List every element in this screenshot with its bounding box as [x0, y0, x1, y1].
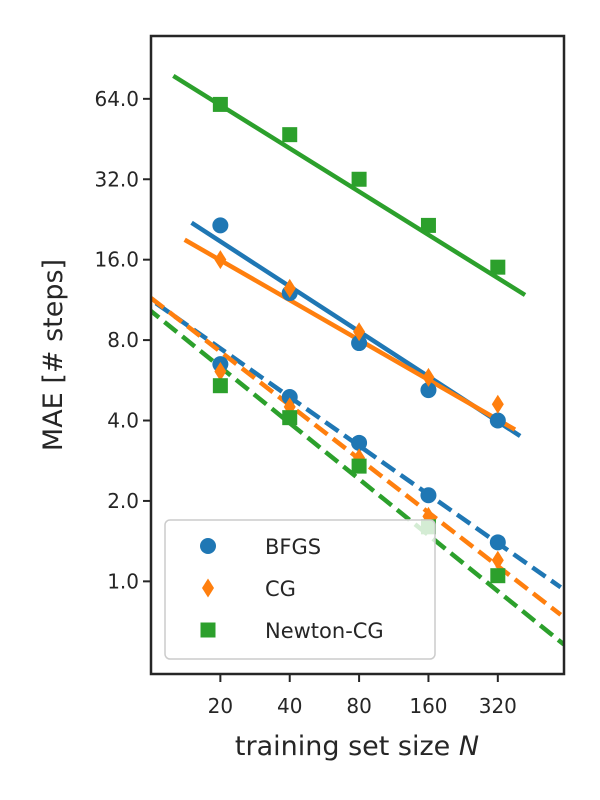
- newton-cg-point: [212, 96, 228, 112]
- newton-cg-point: [212, 378, 228, 394]
- cg-point: [353, 322, 366, 342]
- y-tick-label: 16.0: [94, 248, 139, 272]
- y-tick-label: 2.0: [107, 489, 139, 513]
- cg-point: [214, 362, 227, 382]
- newton-cg-point: [351, 458, 367, 474]
- newton-cg-solid-fit-line: [172, 73, 527, 297]
- legend-box: [164, 519, 436, 660]
- legend-label-bfgs: BFGS: [265, 535, 321, 559]
- y-axis: 1.0 2.0 4.0 8.0 16.0 32.0 64.0: [94, 87, 151, 593]
- legend-marker-cg: [202, 578, 214, 598]
- bfgs-point: [489, 412, 506, 429]
- y-tick-label: 1.0: [107, 569, 139, 593]
- legend-marker-newton-cg: [200, 622, 216, 638]
- cg-solid-fit-line: [183, 237, 517, 432]
- y-axis-label: MAE [# steps]: [38, 259, 69, 451]
- bfgs-dashed-fit-line: [154, 301, 563, 590]
- x-tick-label: 40: [277, 694, 302, 718]
- legend-label-cg: CG: [265, 577, 296, 601]
- bfgs-point: [420, 487, 437, 504]
- bfgs-point: [351, 434, 368, 451]
- bfgs-point: [212, 217, 229, 234]
- y-tick-label: 8.0: [107, 328, 139, 352]
- y-tick-label: 64.0: [94, 87, 139, 111]
- plot-frame: [149, 34, 566, 676]
- x-tick-label: 20: [208, 694, 233, 718]
- y-tick-label: 32.0: [94, 167, 139, 191]
- x-tick-label: 320: [479, 694, 517, 718]
- cg-point: [491, 550, 504, 570]
- cg-point: [283, 278, 296, 298]
- newton-cg-point: [490, 568, 506, 584]
- x-tick-label: 160: [409, 694, 447, 718]
- x-axis: 20 40 80 160 320: [208, 674, 517, 718]
- newton-cg-dashed-fit-line: [151, 308, 564, 647]
- x-tick-label: 80: [346, 694, 371, 718]
- newton-cg-point: [351, 171, 367, 187]
- bfgs-point: [420, 382, 437, 399]
- data-points: [212, 96, 506, 584]
- bfgs-point: [351, 335, 368, 352]
- cg-point: [214, 250, 227, 270]
- legend-marker-bfgs: [200, 538, 216, 554]
- newton-cg-point: [420, 217, 436, 233]
- bfgs-point: [281, 388, 298, 405]
- legend-label-newton-cg: Newton-CG: [265, 619, 384, 643]
- newton-cg-point: [282, 127, 298, 143]
- x-axis-label: training set size N: [235, 731, 479, 762]
- bfgs-point: [489, 534, 506, 551]
- legend: BFGS CG Newton-CG: [164, 519, 436, 660]
- cg-point: [491, 394, 504, 414]
- newton-cg-point: [490, 259, 506, 275]
- y-tick-label: 4.0: [107, 409, 139, 433]
- newton-cg-point: [282, 410, 298, 426]
- cg-point: [422, 367, 435, 387]
